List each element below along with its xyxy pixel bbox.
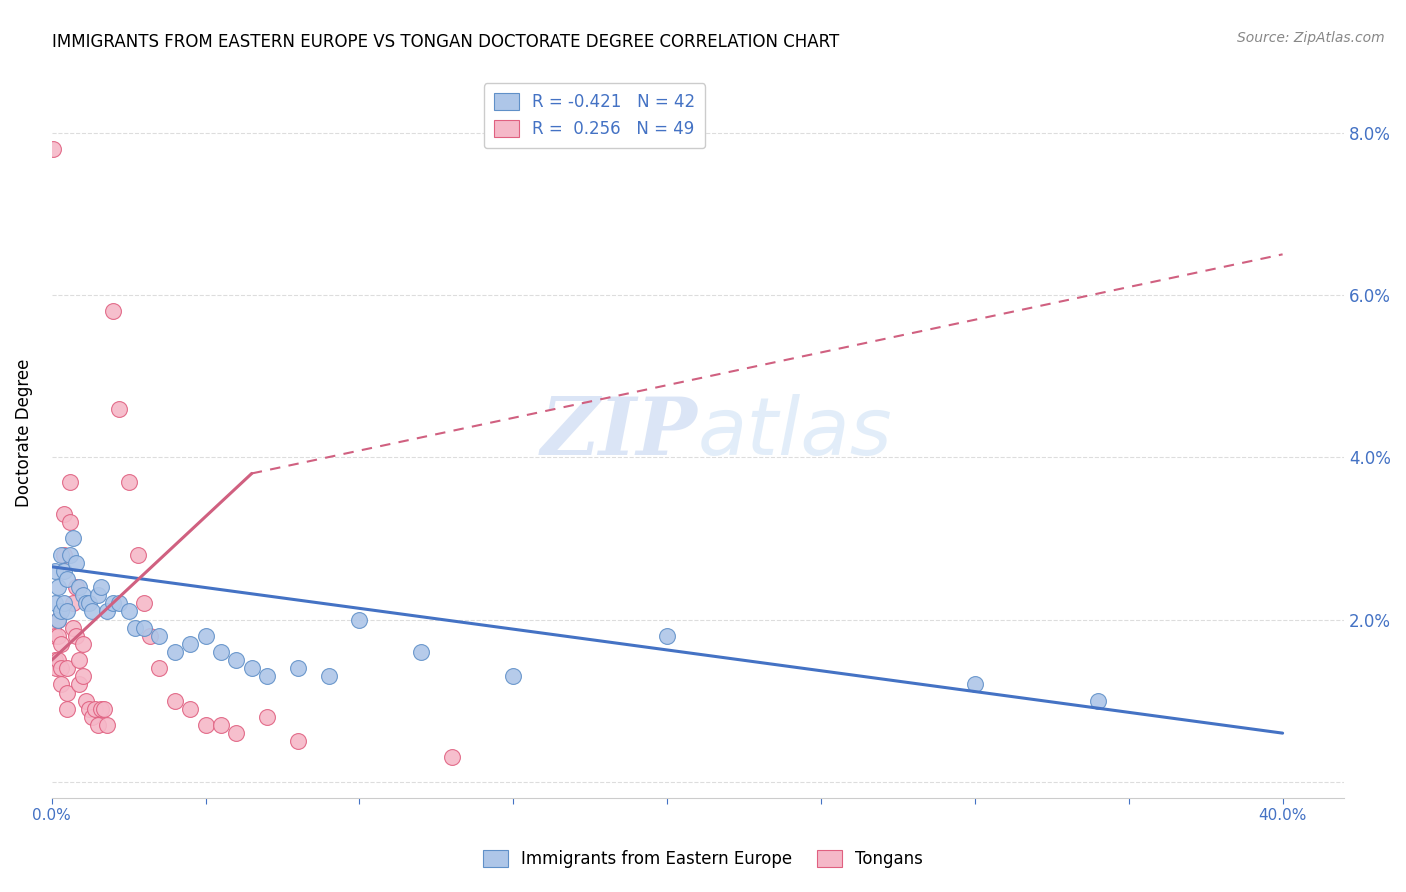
- Point: [65, 580, 87, 594]
- Point: [240, 661, 263, 675]
- Point: [42, 621, 65, 635]
- Point: [44, 653, 66, 667]
- Text: IMMIGRANTS FROM EASTERN EUROPE VS TONGAN DOCTORATE DEGREE CORRELATION CHART: IMMIGRANTS FROM EASTERN EUROPE VS TONGAN…: [52, 33, 839, 51]
- Point: [42, 142, 65, 156]
- Point: [209, 645, 232, 659]
- Point: [118, 475, 141, 489]
- Point: [46, 653, 69, 667]
- Point: [96, 718, 118, 732]
- Point: [46, 629, 69, 643]
- Text: Source: ZipAtlas.com: Source: ZipAtlas.com: [1237, 31, 1385, 45]
- Point: [256, 710, 278, 724]
- Point: [72, 637, 94, 651]
- Point: [77, 596, 100, 610]
- Point: [69, 653, 91, 667]
- Point: [44, 629, 66, 643]
- Point: [179, 637, 201, 651]
- Point: [44, 564, 66, 578]
- Point: [194, 629, 217, 643]
- Point: [127, 548, 149, 562]
- Point: [69, 677, 91, 691]
- Point: [440, 750, 463, 764]
- Point: [80, 710, 103, 724]
- Point: [72, 588, 94, 602]
- Point: [62, 596, 84, 610]
- Legend: R = -0.421   N = 42, R =  0.256   N = 49: R = -0.421 N = 42, R = 0.256 N = 49: [484, 83, 706, 148]
- Point: [49, 548, 72, 562]
- Point: [287, 661, 309, 675]
- Point: [45, 661, 67, 675]
- Point: [46, 613, 69, 627]
- Point: [96, 604, 118, 618]
- Point: [318, 669, 340, 683]
- Legend: Immigrants from Eastern Europe, Tongans: Immigrants from Eastern Europe, Tongans: [477, 843, 929, 875]
- Point: [179, 702, 201, 716]
- Point: [59, 475, 82, 489]
- Point: [502, 669, 524, 683]
- Point: [409, 645, 432, 659]
- Point: [49, 677, 72, 691]
- Point: [56, 604, 79, 618]
- Point: [53, 564, 76, 578]
- Point: [139, 629, 162, 643]
- Point: [93, 702, 115, 716]
- Point: [163, 645, 186, 659]
- Point: [46, 613, 69, 627]
- Point: [256, 669, 278, 683]
- Point: [53, 596, 76, 610]
- Point: [287, 734, 309, 748]
- Point: [77, 702, 100, 716]
- Point: [124, 621, 146, 635]
- Point: [56, 572, 79, 586]
- Point: [62, 621, 84, 635]
- Point: [657, 629, 679, 643]
- Point: [163, 694, 186, 708]
- Point: [75, 694, 97, 708]
- Point: [90, 580, 112, 594]
- Point: [75, 596, 97, 610]
- Point: [87, 718, 110, 732]
- Point: [49, 661, 72, 675]
- Point: [72, 669, 94, 683]
- Point: [349, 613, 371, 627]
- Point: [963, 677, 986, 691]
- Point: [56, 661, 79, 675]
- Point: [118, 604, 141, 618]
- Point: [49, 604, 72, 618]
- Point: [56, 685, 79, 699]
- Text: ZIP: ZIP: [541, 394, 697, 472]
- Point: [132, 596, 155, 610]
- Point: [44, 596, 66, 610]
- Point: [53, 507, 76, 521]
- Point: [80, 604, 103, 618]
- Point: [56, 702, 79, 716]
- Point: [83, 702, 105, 716]
- Point: [53, 548, 76, 562]
- Point: [132, 621, 155, 635]
- Point: [90, 702, 112, 716]
- Point: [194, 718, 217, 732]
- Point: [69, 580, 91, 594]
- Text: atlas: atlas: [697, 394, 893, 472]
- Point: [62, 532, 84, 546]
- Point: [148, 629, 170, 643]
- Point: [59, 515, 82, 529]
- Point: [103, 596, 125, 610]
- Point: [87, 588, 110, 602]
- Point: [59, 548, 82, 562]
- Point: [209, 718, 232, 732]
- Y-axis label: Doctorate Degree: Doctorate Degree: [15, 359, 32, 507]
- Point: [46, 580, 69, 594]
- Point: [1087, 694, 1109, 708]
- Point: [225, 653, 247, 667]
- Point: [49, 637, 72, 651]
- Point: [108, 596, 131, 610]
- Point: [65, 629, 87, 643]
- Point: [148, 661, 170, 675]
- Point: [103, 304, 125, 318]
- Point: [225, 726, 247, 740]
- Point: [65, 556, 87, 570]
- Point: [108, 401, 131, 416]
